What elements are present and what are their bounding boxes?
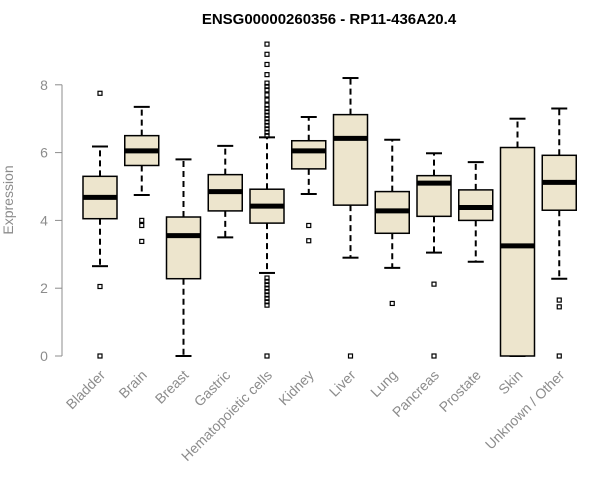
box-group-lung <box>374 138 410 307</box>
outlier-point <box>264 129 270 135</box>
y-tick-label: 4 <box>40 212 48 228</box>
boxes-layer <box>82 41 577 359</box>
outlier-point <box>264 97 270 103</box>
x-category-label: Skin <box>495 367 526 398</box>
outlier-point <box>264 353 270 359</box>
box-group-breast <box>165 158 202 357</box>
x-category-label: Breast <box>152 367 192 407</box>
outlier-point <box>97 90 103 96</box>
box-group-liver <box>332 77 369 359</box>
outlier-point <box>264 133 270 139</box>
box-iqr <box>499 146 536 357</box>
outlier-point <box>264 275 270 281</box>
box-iqr <box>291 139 327 170</box>
outlier-point <box>97 353 103 359</box>
box-group-kidney <box>291 116 327 244</box>
x-category-label: Bladder <box>63 367 109 413</box>
box-group-hematopoietic-cells <box>249 41 285 359</box>
x-category-label: Lung <box>367 367 400 400</box>
outlier-point <box>264 285 270 291</box>
y-tick-label: 8 <box>40 77 48 93</box>
y-axis-title: Expression <box>0 165 16 234</box>
box-group-bladder <box>82 90 118 359</box>
y-tick-label: 2 <box>40 280 48 296</box>
outlier-point <box>264 282 270 288</box>
outlier-point <box>556 304 562 310</box>
outlier-point <box>264 295 270 301</box>
y-axis: 0 2 4 6 8 <box>40 77 63 364</box>
outlier-point <box>264 41 270 47</box>
outlier-point <box>264 87 270 93</box>
outlier-point <box>264 109 270 115</box>
outlier-point <box>264 112 270 118</box>
outlier-point <box>306 222 312 229</box>
box-group-gastric <box>207 144 243 239</box>
x-category-label: Liver <box>326 367 359 400</box>
y-tick-label: 0 <box>40 348 48 364</box>
outlier-point <box>556 297 562 303</box>
outlier-point <box>306 238 312 244</box>
box-group-unknown-other <box>541 107 577 359</box>
outlier-point <box>264 299 270 305</box>
outlier-point <box>264 105 270 112</box>
outlier-point <box>264 119 270 125</box>
box-group-pancreas <box>416 152 452 359</box>
x-category-label: Kidney <box>275 367 317 409</box>
box-group-prostate <box>458 161 494 263</box>
outlier-point <box>264 122 270 129</box>
outlier-point <box>431 353 437 359</box>
outlier-point <box>264 61 270 68</box>
outlier-point <box>264 292 270 298</box>
x-category-label: Brain <box>115 367 149 401</box>
box-iqr <box>165 216 202 280</box>
box-iqr <box>332 113 369 206</box>
x-category-label: Unknown / Other <box>482 367 568 453</box>
outlier-point <box>264 278 270 285</box>
outlier-point <box>139 238 145 245</box>
box-group-skin <box>499 117 536 357</box>
outlier-point <box>264 116 270 122</box>
outlier-point <box>264 102 270 108</box>
outlier-point <box>264 83 270 90</box>
outlier-point <box>431 281 437 287</box>
outlier-point <box>264 126 270 132</box>
outlier-point <box>264 72 270 78</box>
outlier-point <box>264 92 270 98</box>
outlier-point <box>139 217 145 223</box>
outlier-point <box>389 300 395 307</box>
outlier-point <box>97 283 103 290</box>
outlier-point <box>347 353 354 359</box>
outlier-point <box>139 222 145 229</box>
y-tick-label: 6 <box>40 145 48 161</box>
outlier-point <box>264 80 270 86</box>
outlier-point <box>264 302 270 308</box>
outlier-point <box>264 288 270 295</box>
outlier-point <box>264 51 270 57</box>
x-category-label: Prostate <box>436 367 484 415</box>
outlier-point <box>556 353 562 359</box>
box-group-brain <box>124 105 160 245</box>
chart-title: ENSG00000260356 - RP11-436A20.4 <box>202 11 457 28</box>
